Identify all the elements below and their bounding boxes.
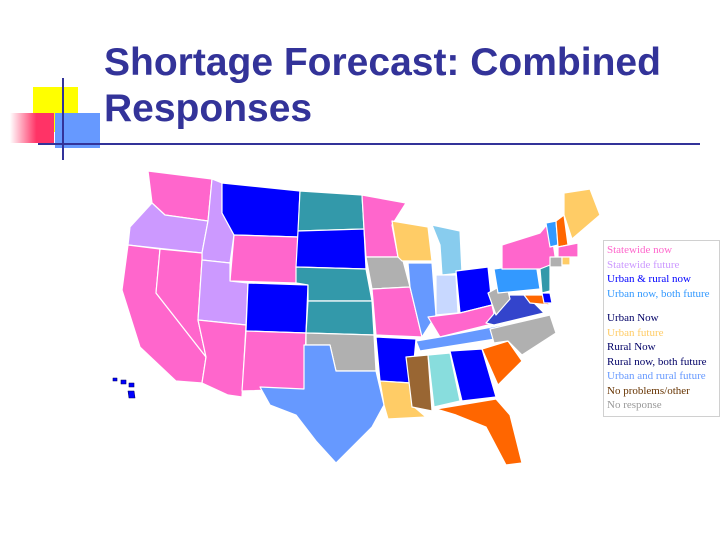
state-south-carolina [481, 340, 523, 386]
state-hawaii [112, 377, 136, 399]
state-indiana [435, 274, 459, 316]
legend-item-urban-rural-future: Urban and rural future [607, 370, 706, 382]
legend-item-urban-now: Urban Now [607, 312, 659, 324]
legend-item-no-problems-other: No problems/other [607, 384, 690, 397]
map-legend: Statewide now Statewide future Urban & r… [603, 240, 720, 417]
state-alabama [427, 352, 461, 408]
state-arizona [197, 319, 247, 398]
slide-title: Shortage Forecast: Combined Responses [104, 41, 661, 130]
state-wisconsin [391, 220, 433, 262]
state-connecticut [549, 256, 563, 268]
legend-item-urban-rural-now: Urban & rural now [607, 273, 692, 285]
legend-item-statewide-now: Statewide now [607, 244, 673, 256]
us-states-map [112, 170, 601, 466]
legend-item-no-response: No response [607, 399, 662, 411]
legend-item-rural-now-both-future: Rural now, both future [607, 355, 707, 368]
state-new-mexico [241, 330, 307, 392]
deco-horizontal-line [38, 143, 700, 145]
state-south-dakota [295, 228, 367, 270]
state-colorado [245, 282, 309, 334]
state-north-dakota [297, 190, 365, 232]
state-rhode-island [561, 256, 571, 266]
legend-item-rural-now: Rural Now [607, 341, 656, 353]
state-mississippi [405, 354, 433, 412]
legend-item-statewide-future: Statewide future [607, 258, 680, 271]
legend-item-urban-now-both-future: Urban now, both future [607, 287, 710, 300]
legend-spacer [607, 301, 719, 311]
state-georgia [449, 348, 497, 402]
deco-vertical-line [62, 78, 64, 160]
state-new-jersey [539, 264, 551, 294]
state-michigan [431, 224, 463, 276]
state-north-carolina [489, 314, 557, 356]
state-texas [259, 344, 385, 464]
state-maine [563, 188, 601, 240]
state-iowa [365, 256, 411, 290]
state-montana [221, 182, 301, 238]
state-massachusetts [557, 242, 579, 258]
state-wyoming [229, 234, 299, 284]
state-kansas [305, 300, 375, 336]
state-florida [435, 398, 523, 466]
state-nebraska [295, 266, 373, 302]
deco-red-block [10, 113, 54, 143]
legend-item-urban-future: Urban future [607, 326, 664, 339]
state-delaware [541, 292, 553, 304]
